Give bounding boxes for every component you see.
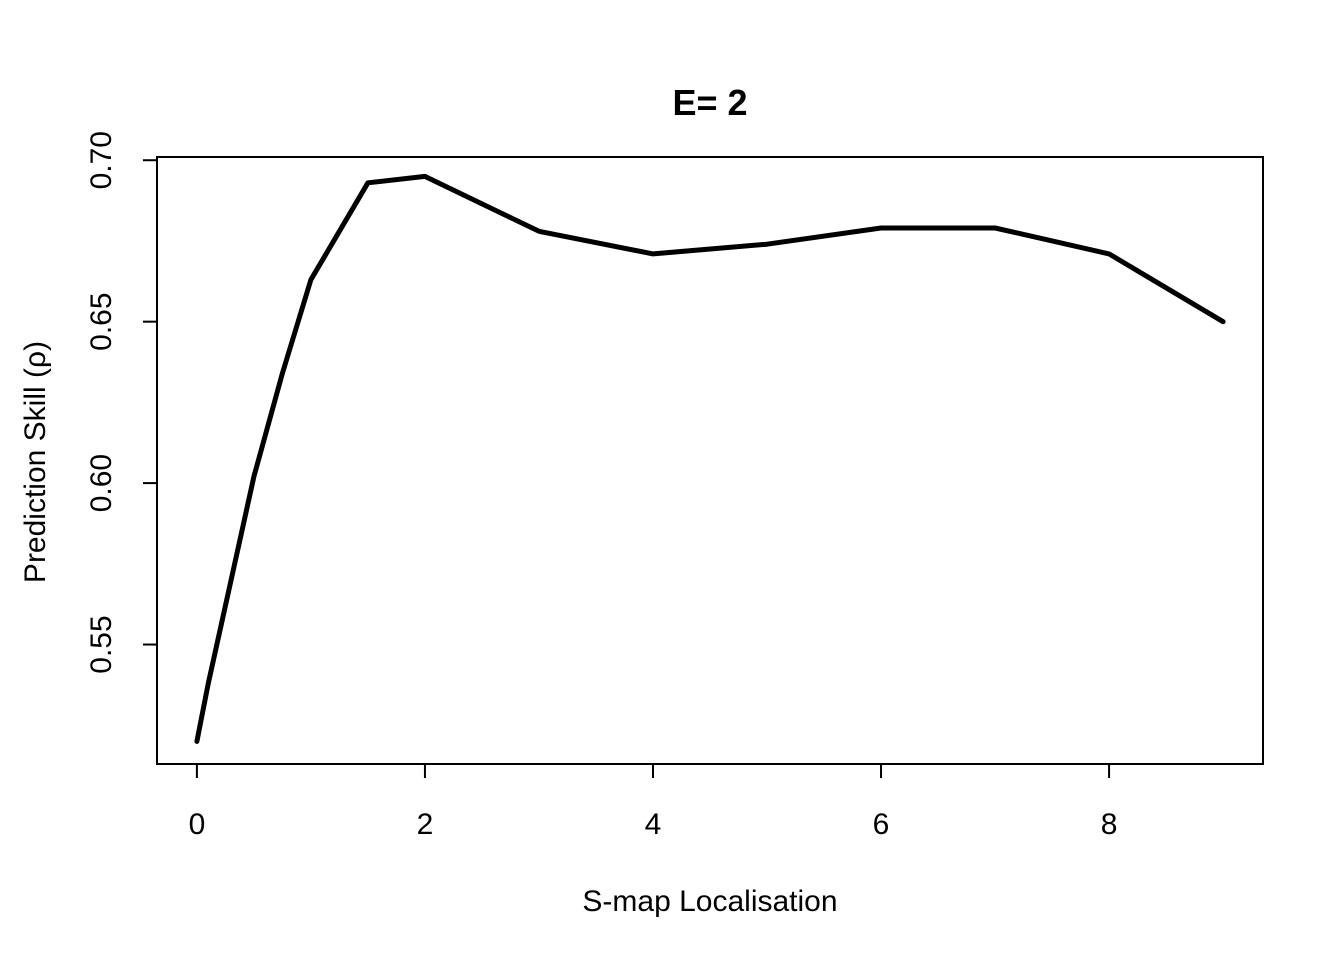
y-tick-label: 0.55 [85, 615, 118, 673]
y-tick-label: 0.60 [85, 454, 118, 512]
x-tick-label: 8 [1101, 808, 1118, 841]
y-tick-label: 0.65 [85, 292, 118, 350]
x-tick-label: 0 [189, 808, 206, 841]
y-tick-label: 0.70 [85, 131, 118, 189]
x-tick-label: 2 [417, 808, 434, 841]
series-line [194, 173, 1226, 744]
chart-title: E= 2 [672, 82, 747, 123]
x-tick-label: 6 [873, 808, 890, 841]
y-axis: 0.55 0.60 0.65 0.70 [85, 131, 158, 674]
y-axis-label: Prediction Skill (ρ) [19, 341, 52, 583]
x-axis-label: S-map Localisation [582, 885, 837, 918]
x-axis: 0 2 4 6 8 [189, 763, 1118, 841]
x-tick-label: 4 [645, 808, 662, 841]
series-layer [194, 173, 1226, 744]
